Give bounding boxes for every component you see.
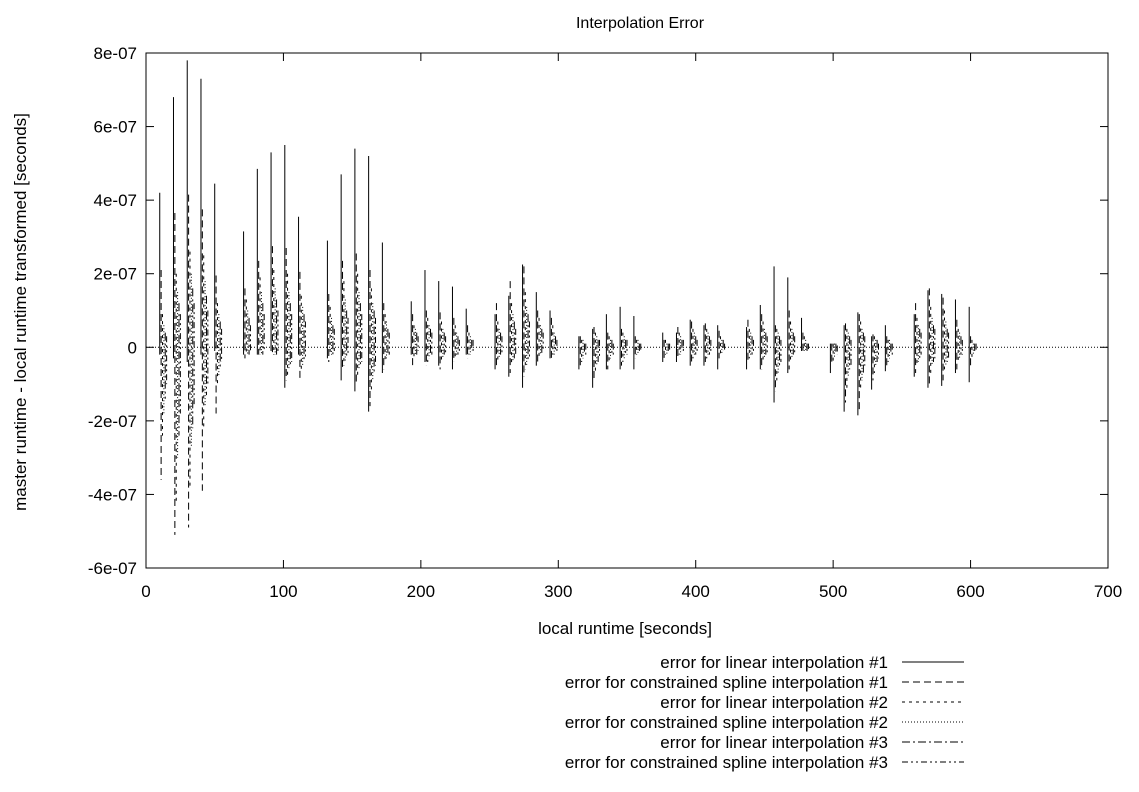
- x-tick-label: 600: [956, 582, 984, 601]
- legend-label: error for constrained spline interpolati…: [565, 673, 888, 692]
- y-tick-label: 8e-07: [94, 44, 137, 63]
- x-tick-label: 700: [1094, 582, 1122, 601]
- series-1: [159, 60, 970, 416]
- axis-ticks-group: 0 100 200 300 400 500 600 700 -6e-07 -4e-07 -2e-07…: [88, 44, 1122, 601]
- y-tick-label: 6e-07: [94, 118, 137, 137]
- y-axis-label: master runtime - local runtime transform…: [11, 113, 30, 511]
- chart-title: Interpolation Error: [576, 15, 705, 32]
- y-tick-label: -6e-07: [88, 559, 137, 578]
- x-tick-label: 0: [141, 582, 150, 601]
- legend-label: error for constrained spline interpolati…: [565, 753, 888, 772]
- plot-frame: [145, 52, 1109, 569]
- x-tick-label: 400: [682, 582, 710, 601]
- impulse-series-group: [159, 60, 977, 535]
- y-tick-label: -2e-07: [88, 412, 137, 431]
- x-axis-label: local runtime [seconds]: [538, 619, 712, 638]
- x-tick-label: 200: [407, 582, 435, 601]
- y-tick-label: 0: [128, 338, 137, 357]
- y-axis-label-group: master runtime - local runtime transform…: [11, 113, 30, 511]
- series-6: [166, 303, 977, 414]
- series-5: [164, 288, 976, 436]
- legend-label: error for constrained spline interpolati…: [565, 713, 888, 732]
- y-tick-label: 4e-07: [94, 191, 137, 210]
- x-tick-label: 500: [819, 582, 847, 601]
- legend-label: error for linear interpolation #1: [660, 653, 888, 672]
- legend-label: error for linear interpolation #2: [660, 693, 888, 712]
- x-tick-label: 300: [544, 582, 572, 601]
- legend-label: error for linear interpolation #3: [660, 733, 888, 752]
- series-2: [160, 194, 972, 535]
- y-tick-label: -4e-07: [88, 485, 137, 504]
- series-4: [163, 273, 974, 458]
- y-tick-label: 2e-07: [94, 265, 137, 284]
- x-tick-label: 100: [269, 582, 297, 601]
- series-3: [161, 251, 973, 502]
